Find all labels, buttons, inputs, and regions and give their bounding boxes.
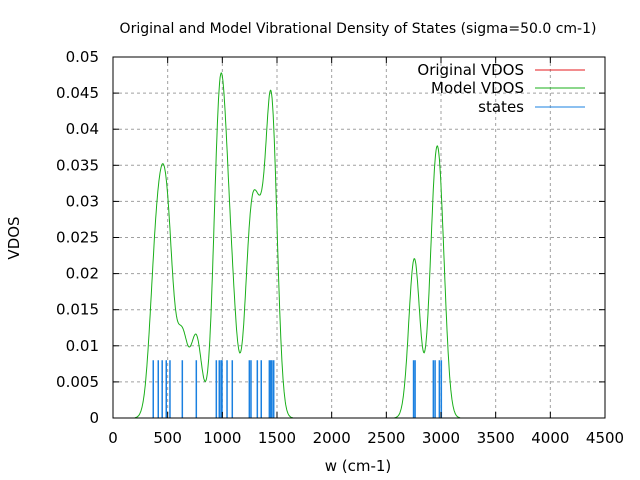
y-tick-label: 0.025	[56, 229, 99, 247]
x-tick-label: 0	[108, 429, 118, 447]
x-tick-labels: 0 500 1000 1500 2000 2500 3000 3500 4000 4500	[108, 429, 624, 447]
y-tick-label: 0.045	[56, 84, 99, 102]
y-tick-label: 0.03	[66, 192, 99, 210]
x-axis-label: w (cm-1)	[325, 457, 392, 475]
legend-item-original: Original VDOS	[417, 61, 585, 79]
y-axis-label: VDOS	[5, 216, 23, 259]
y-tick-label: 0.04	[66, 120, 99, 138]
x-tick-label: 1500	[258, 429, 296, 447]
legend-item-states: states	[478, 98, 585, 116]
y-tick-label: 0.01	[66, 337, 99, 355]
y-tick-label: 0.035	[56, 156, 99, 174]
y-tick-label: 0	[89, 409, 99, 427]
chart-title: Original and Model Vibrational Density o…	[120, 21, 597, 37]
x-tick-label: 2500	[367, 429, 405, 447]
x-tick-label: 1000	[203, 429, 241, 447]
y-tick-label: 0.05	[66, 48, 99, 66]
x-tick-label: 4500	[586, 429, 624, 447]
legend-label-states: states	[478, 98, 524, 116]
grid	[113, 57, 605, 418]
y-tick-label: 0.015	[56, 301, 99, 319]
legend-label-model: Model VDOS	[431, 79, 524, 97]
y-tick-label: 0.02	[66, 265, 99, 283]
legend: Original VDOS Model VDOS states	[417, 61, 585, 116]
model-vdos-line	[134, 71, 461, 419]
y-tick-label: 0.005	[56, 373, 99, 391]
x-tick-label: 4000	[531, 429, 569, 447]
axis-ticks	[112, 56, 606, 419]
y-tick-labels: 0 0.005 0.01 0.015 0.02 0.025 0.03 0.035 0.04 0.0…	[56, 48, 99, 427]
x-tick-label: 3000	[422, 429, 460, 447]
x-tick-label: 3500	[477, 429, 515, 447]
x-tick-label: 500	[153, 429, 182, 447]
x-tick-label: 2000	[313, 429, 351, 447]
legend-label-original: Original VDOS	[417, 61, 524, 79]
legend-item-model: Model VDOS	[431, 79, 585, 97]
states-series	[152, 360, 443, 418]
